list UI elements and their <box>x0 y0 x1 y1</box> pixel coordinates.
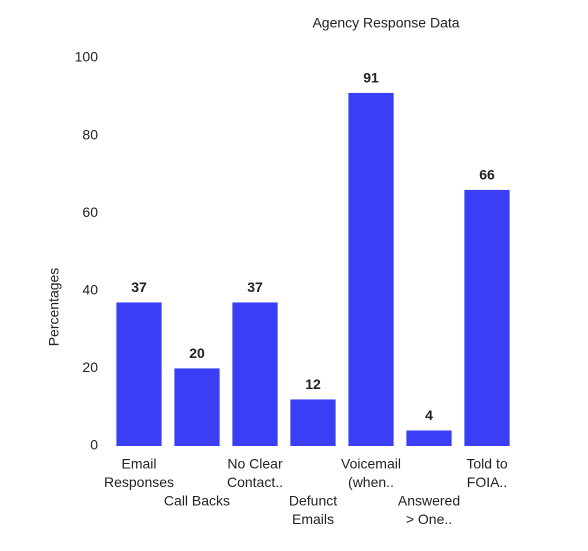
bar <box>464 189 510 447</box>
chart-title: Agency Response Data <box>312 15 459 31</box>
y-tick-label: 20 <box>82 359 98 375</box>
x-tick-label: Defunct <box>289 493 337 509</box>
y-tick-label: 100 <box>75 49 99 65</box>
y-tick-label: 60 <box>82 204 98 220</box>
x-tick-label: > One.. <box>406 511 452 527</box>
y-tick-label: 40 <box>82 282 98 298</box>
y-axis-label: Percentages <box>46 268 62 347</box>
value-label: 12 <box>305 376 321 392</box>
y-tick-label: 0 <box>90 437 98 453</box>
x-tick-label: Call Backs <box>164 493 230 509</box>
x-tick-label: FOIA.. <box>467 474 507 490</box>
bar <box>174 368 220 446</box>
x-tick-label: Email <box>121 456 156 472</box>
value-label: 66 <box>479 167 495 183</box>
x-tick-label: Emails <box>292 511 334 527</box>
value-label: 37 <box>131 279 147 295</box>
value-label: 91 <box>363 70 379 86</box>
value-label: 4 <box>425 407 433 423</box>
bar <box>406 430 452 446</box>
value-label: 20 <box>189 345 205 361</box>
y-tick-label: 80 <box>82 126 98 142</box>
bar <box>232 302 278 446</box>
bar <box>116 302 162 446</box>
bar <box>290 399 336 446</box>
x-tick-label: Told to <box>466 456 507 472</box>
x-tick-label: Voicemail <box>341 456 401 472</box>
bar <box>348 92 394 447</box>
x-tick-label: Responses <box>104 474 174 490</box>
x-tick-label: (when.. <box>348 474 394 490</box>
value-label: 37 <box>247 279 263 295</box>
x-tick-label: Contact.. <box>227 474 283 490</box>
x-tick-label: Answered <box>398 493 460 509</box>
x-tick-label: No Clear <box>227 456 283 472</box>
